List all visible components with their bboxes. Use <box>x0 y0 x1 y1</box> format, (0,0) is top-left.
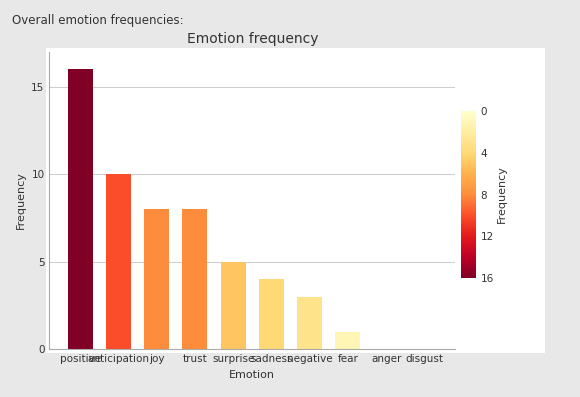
Bar <box>144 209 169 349</box>
X-axis label: Emotion: Emotion <box>229 370 276 380</box>
Text: Overall emotion frequencies:: Overall emotion frequencies: <box>12 14 183 27</box>
Y-axis label: Frequency: Frequency <box>496 166 506 224</box>
Bar <box>106 174 131 349</box>
Bar <box>221 262 245 349</box>
Bar <box>335 332 360 349</box>
Y-axis label: Frequency: Frequency <box>16 172 26 229</box>
Title: Emotion frequency: Emotion frequency <box>187 32 318 46</box>
Bar <box>68 69 93 349</box>
Bar <box>297 297 322 349</box>
Bar <box>183 209 208 349</box>
Bar <box>259 279 284 349</box>
